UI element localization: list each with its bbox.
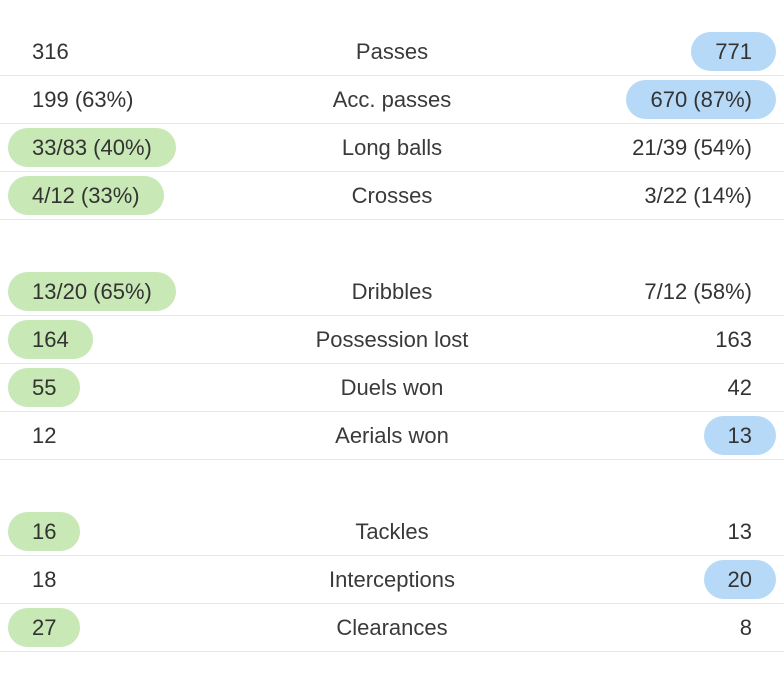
stat-row-duels-won: 55 Duels won 42 [0, 364, 784, 412]
stat-row-tackles: 16 Tackles 13 [0, 508, 784, 556]
home-value: 13/20 (65%) [8, 272, 176, 311]
home-value: 55 [8, 368, 81, 407]
away-value: 13 [727, 519, 752, 544]
stat-label: Clearances [336, 615, 448, 640]
home-value: 16 [8, 512, 81, 551]
away-value: 670 (87%) [626, 80, 776, 119]
stat-label: Possession lost [315, 327, 469, 352]
stat-row-clearances: 27 Clearances 8 [0, 604, 784, 652]
stat-label: Interceptions [329, 567, 455, 592]
stat-label: Long balls [341, 135, 443, 160]
away-value: 13 [703, 416, 776, 455]
stat-label: Acc. passes [332, 87, 452, 112]
stat-row-dribbles: 13/20 (65%) Dribbles 7/12 (58%) [0, 268, 784, 316]
away-value: 163 [715, 327, 752, 352]
away-value: 7/12 (58%) [644, 279, 752, 304]
away-value: 42 [727, 375, 752, 400]
home-value: 4/12 (33%) [8, 176, 164, 215]
home-value: 316 [32, 39, 69, 64]
stats-group-passing: 316 Passes 771 199 (63%) Acc. passes 670… [0, 28, 784, 220]
stat-row-long-balls: 33/83 (40%) Long balls 21/39 (54%) [0, 124, 784, 172]
stat-label: Duels won [340, 375, 444, 400]
stat-label: Passes [355, 39, 429, 64]
stats-group-defending: 16 Tackles 13 18 Interceptions 20 27 Cle… [0, 508, 784, 652]
stat-row-possession-lost: 164 Possession lost 163 [0, 316, 784, 364]
stat-row-aerials-won: 12 Aerials won 13 [0, 412, 784, 460]
away-value: 771 [691, 32, 776, 71]
away-value: 8 [739, 615, 752, 640]
away-value: 3/22 (14%) [644, 183, 752, 208]
stat-label: Aerials won [335, 423, 449, 448]
home-value: 199 (63%) [32, 87, 134, 112]
stat-label: Dribbles [351, 279, 433, 304]
stat-row-acc-passes: 199 (63%) Acc. passes 670 (87%) [0, 76, 784, 124]
home-value: 18 [32, 567, 57, 592]
stat-label: Crosses [351, 183, 433, 208]
stats-group-duels: 13/20 (65%) Dribbles 7/12 (58%) 164 Poss… [0, 268, 784, 460]
stat-row-crosses: 4/12 (33%) Crosses 3/22 (14%) [0, 172, 784, 220]
home-value: 12 [32, 423, 57, 448]
stat-label: Tackles [355, 519, 429, 544]
away-value: 20 [703, 560, 776, 599]
home-value: 33/83 (40%) [8, 128, 176, 167]
home-value: 164 [8, 320, 93, 359]
stat-row-passes: 316 Passes 771 [0, 28, 784, 76]
away-value: 21/39 (54%) [632, 135, 752, 160]
stat-row-interceptions: 18 Interceptions 20 [0, 556, 784, 604]
home-value: 27 [8, 608, 81, 647]
